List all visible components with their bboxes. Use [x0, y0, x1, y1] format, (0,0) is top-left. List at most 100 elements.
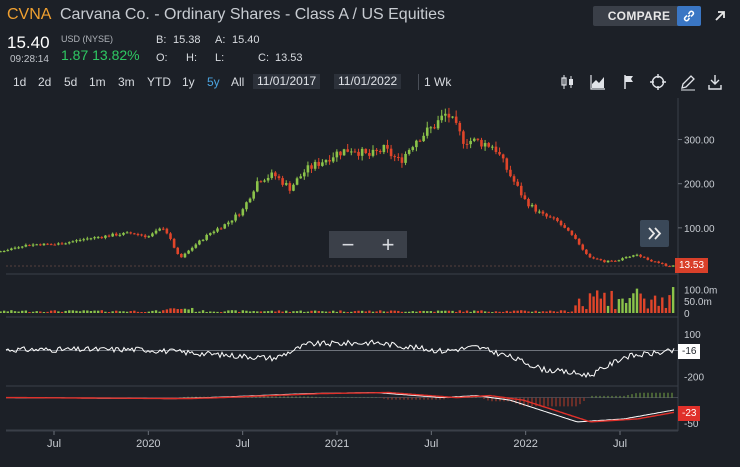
candle-body	[111, 233, 114, 237]
candle-body	[599, 259, 603, 261]
volume-bar	[473, 310, 476, 313]
candle-body	[324, 160, 328, 163]
download-icon[interactable]	[706, 73, 724, 91]
range-3m[interactable]: 3m	[118, 75, 135, 89]
stock-chart[interactable]: 300.00 200.00 100.00 Jul 2020 Jul 2021 Jul 2022 J…	[0, 93, 740, 467]
volume-bar	[527, 311, 530, 313]
candle-body	[100, 237, 104, 239]
volume-bar	[476, 310, 480, 313]
volume-bar	[480, 310, 483, 313]
date-axis-label: 2021	[325, 438, 349, 450]
company-name: Carvana Co. - Ordinary Shares - Class A …	[60, 6, 446, 23]
volume-bar	[483, 311, 487, 313]
candle-body	[2, 251, 6, 253]
candle-body	[31, 244, 35, 246]
candle-body	[165, 228, 169, 234]
candle-body	[433, 127, 436, 129]
link-button[interactable]	[677, 6, 701, 26]
volume-bar	[415, 311, 418, 313]
volume-bar	[75, 310, 78, 313]
candle-body	[592, 257, 595, 259]
candle-body	[671, 265, 675, 267]
start-date-input[interactable]: 11/01/2017	[253, 74, 321, 89]
candle-body	[89, 238, 93, 240]
candle-body	[342, 149, 346, 156]
candle-body	[122, 232, 125, 235]
candle-body	[339, 151, 342, 156]
double-chevron-right-icon	[648, 227, 662, 240]
volume-bar	[342, 311, 346, 313]
bid-value: 15.38	[173, 34, 201, 46]
zoom-in-button[interactable]: +	[369, 231, 407, 258]
volume-bar	[78, 311, 82, 313]
range-2d[interactable]: 2d	[38, 75, 52, 89]
candle-body	[480, 139, 483, 147]
candle-body	[245, 202, 248, 210]
candle-body	[447, 113, 451, 118]
volume-bar	[516, 310, 519, 313]
candle-body	[96, 237, 100, 239]
candle-body	[440, 115, 444, 121]
price-change: 1.87 13.82%	[61, 47, 140, 63]
range-all[interactable]: All	[231, 75, 245, 89]
candle-body	[454, 116, 458, 123]
candle-body	[494, 146, 498, 152]
volume-bar	[498, 311, 501, 313]
candlestick-icon[interactable]	[559, 73, 577, 91]
volume-bar	[382, 311, 386, 313]
volume-bar	[68, 310, 71, 313]
expand-arrow-icon[interactable]	[711, 6, 729, 26]
volume-bar	[581, 306, 584, 313]
compare-button[interactable]: COMPARE	[593, 6, 685, 26]
volume-bar	[107, 312, 111, 313]
candle-body	[628, 256, 632, 258]
volume-bar	[321, 311, 324, 313]
candle-body	[642, 256, 646, 258]
candle-body	[306, 165, 310, 173]
volume-axis-label: 100.0m	[684, 285, 717, 296]
zoom-out-button[interactable]: −	[329, 231, 367, 258]
oscillator-line	[5, 339, 675, 379]
range-5y[interactable]: 5y	[207, 75, 220, 89]
volume-bar	[10, 310, 13, 313]
volume-bar	[650, 299, 653, 313]
volume-bar	[241, 310, 245, 313]
candle-body	[266, 177, 270, 181]
candle-body	[274, 172, 277, 177]
candle-body	[552, 217, 556, 219]
range-5d[interactable]: 5d	[64, 75, 78, 89]
area-chart-icon[interactable]	[589, 73, 607, 91]
price-axis-label: 300.00	[684, 136, 715, 147]
volume-bar	[89, 311, 93, 313]
interval-select[interactable]: 1 Wk	[424, 75, 452, 89]
end-date-input[interactable]: 11/01/2022	[334, 74, 402, 89]
range-1m[interactable]: 1m	[89, 75, 106, 89]
flag-icon[interactable]	[620, 73, 638, 91]
candle-body	[198, 240, 201, 245]
candle-body	[60, 243, 64, 245]
draw-pen-icon[interactable]	[679, 73, 697, 91]
candle-body	[621, 258, 624, 261]
candle-body	[208, 233, 212, 235]
candle-body	[653, 261, 657, 263]
volume-bar	[151, 310, 154, 313]
candle-body	[635, 254, 639, 256]
range-1y[interactable]: 1y	[182, 75, 195, 89]
volume-bar	[585, 309, 588, 313]
volume-bar	[93, 310, 96, 313]
volume-bar	[256, 311, 259, 313]
candle-body	[527, 199, 530, 207]
candle-body	[295, 178, 299, 185]
price-axis-label: 200.00	[684, 180, 715, 191]
candle-body	[13, 247, 17, 249]
candle-body	[143, 235, 147, 238]
range-ytd[interactable]: YTD	[147, 75, 171, 89]
crosshair-icon[interactable]	[649, 73, 667, 91]
volume-bar	[567, 312, 570, 313]
scroll-right-button[interactable]	[640, 220, 669, 247]
volume-bar	[21, 310, 24, 313]
volume-bar	[122, 311, 125, 313]
candle-body	[375, 149, 378, 151]
volume-bar	[375, 311, 378, 313]
range-1d[interactable]: 1d	[13, 75, 27, 89]
